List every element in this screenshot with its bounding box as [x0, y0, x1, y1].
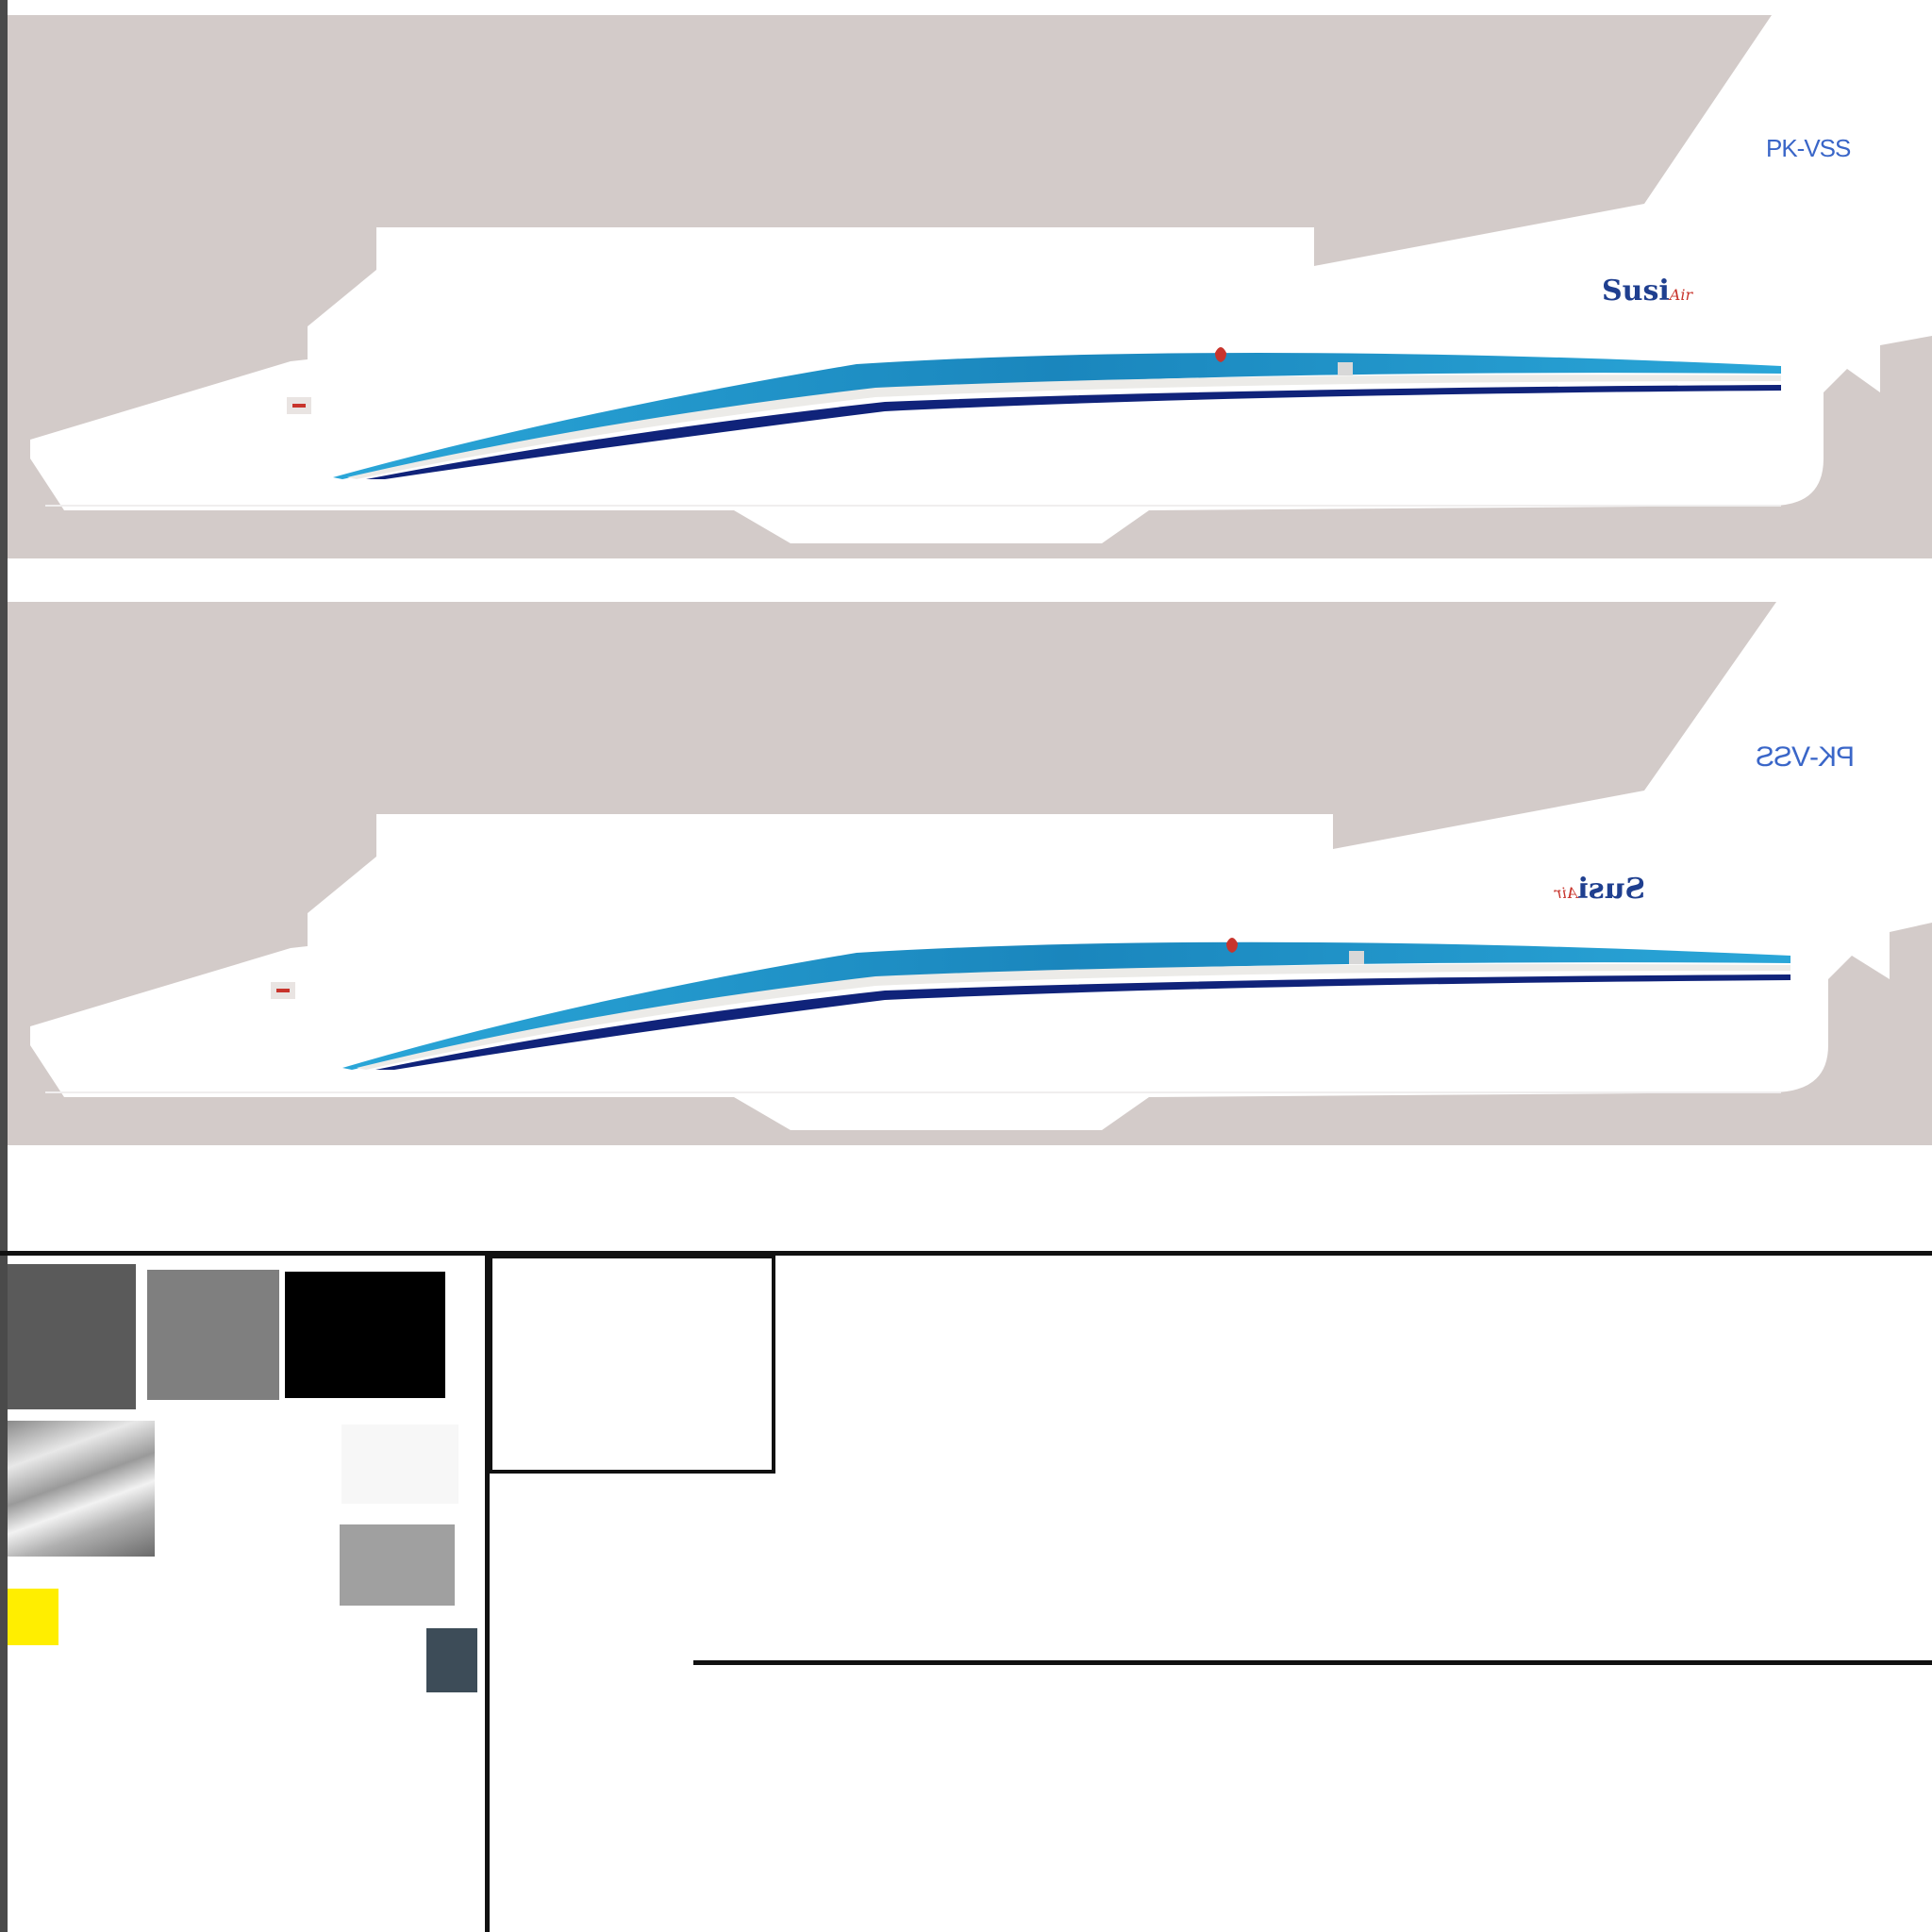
livery-panel-bottom: PK-VSS SusiAir: [8, 602, 1932, 1145]
susi-air-logo: SusiAir: [1602, 277, 1692, 309]
aircraft-side-view-bottom: [30, 602, 1932, 1130]
registration-text: PK-VSS: [1766, 134, 1851, 162]
cheatline-light-blue: [342, 941, 1790, 1070]
swatch-yellow: [8, 1589, 58, 1645]
registration-text-mirrored: PK-VSS: [1757, 741, 1856, 773]
aircraft-side-view-top: [30, 15, 1932, 543]
swatch-light-gray: [340, 1524, 455, 1606]
susi-air-logo-mirrored: SusiAir: [1555, 873, 1646, 908]
swatch-mid-gray: [147, 1270, 279, 1400]
fuselage-shape: [30, 15, 1932, 543]
cheatline-dark-blue: [375, 974, 1790, 1070]
swatch-off-white: [341, 1424, 458, 1504]
atlas-divider-horizontal: [0, 1251, 1932, 1256]
swatch-dark-gray: [8, 1264, 136, 1409]
swatch-metal-gradient: [8, 1421, 155, 1557]
cheatline-light-blue: [333, 352, 1781, 479]
livery-panel-top: PK-VSS SusiAir: [8, 15, 1932, 558]
logo-main-text: Susi: [1577, 873, 1646, 906]
atlas-empty-box: [489, 1255, 775, 1474]
atlas-divider-vertical: [485, 1255, 490, 1932]
logo-suffix-text: Air: [1669, 286, 1693, 304]
logo-suffix-text: Air: [1555, 884, 1578, 902]
atlas-line: [693, 1660, 1932, 1665]
swatch-black: [285, 1272, 445, 1398]
cheatline-white: [347, 375, 1781, 479]
cheatline-dark-blue: [366, 385, 1781, 479]
logo-main-text: Susi: [1602, 275, 1670, 308]
left-edge-strip: [0, 0, 8, 1932]
swatch-slate: [426, 1628, 477, 1692]
fuselage-shape: [30, 602, 1932, 1130]
cheatline-white: [357, 963, 1790, 1070]
